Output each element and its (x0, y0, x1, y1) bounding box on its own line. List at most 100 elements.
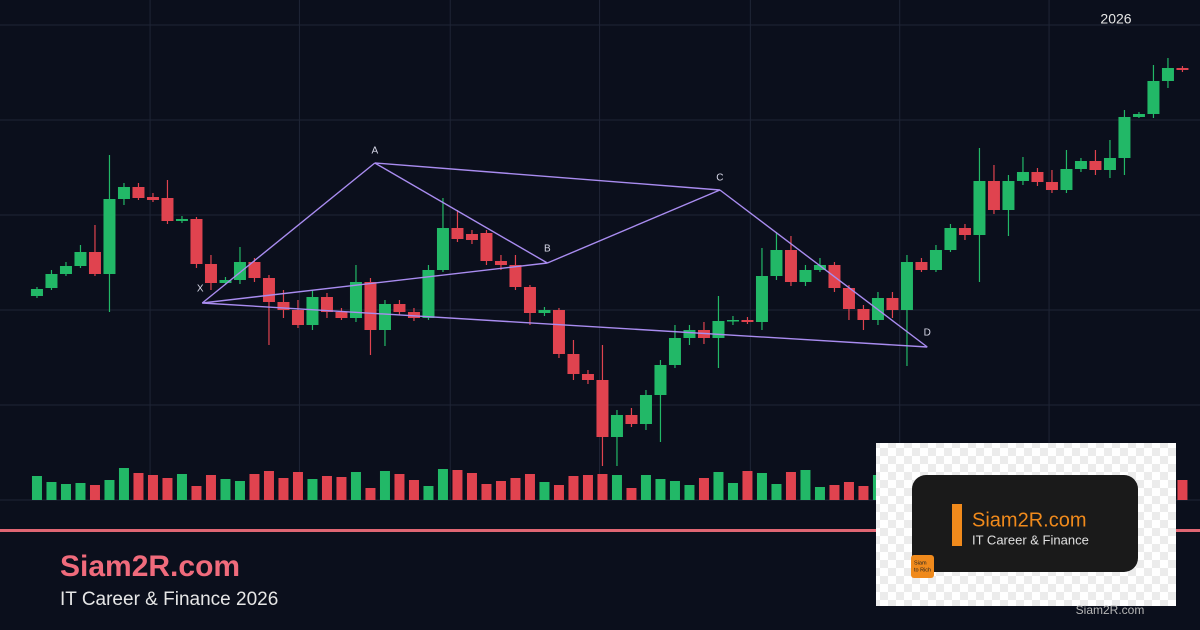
volume-bar (727, 483, 738, 500)
pattern: X A B C D (197, 146, 931, 348)
volume-bar (684, 485, 695, 500)
volume-bar (205, 475, 216, 500)
pattern-line (374, 162, 720, 191)
candle-body (117, 187, 130, 199)
candle-body (349, 282, 362, 318)
candle-body (668, 338, 681, 365)
volume-bar (176, 474, 187, 500)
candle-body (88, 252, 101, 274)
candle-body (567, 354, 580, 374)
candle-body (306, 297, 319, 325)
candle-body (915, 262, 928, 270)
volume-bar (452, 470, 463, 500)
candle-body (741, 320, 754, 322)
candle-body (59, 266, 72, 274)
volume-bar (118, 468, 129, 500)
candle-body (944, 228, 957, 250)
volume-bar (495, 481, 506, 500)
candle-body (335, 312, 348, 318)
candle-body (262, 278, 275, 302)
volume-bar (365, 488, 376, 500)
volume-bar (321, 476, 332, 500)
volume-bar (234, 481, 245, 500)
divider (0, 529, 1200, 532)
candle-body (1103, 158, 1116, 170)
volume-bar (597, 474, 608, 500)
candle-body (625, 415, 638, 424)
volume-bar (147, 475, 158, 500)
candle-body (958, 228, 971, 235)
logo-site: Siam2R.com (972, 509, 1086, 531)
volume-bar (263, 471, 274, 500)
pattern-line (374, 162, 548, 264)
volume-bar (481, 484, 492, 500)
year-label: 2026 (1100, 11, 1131, 27)
candle-body (248, 262, 261, 278)
pattern-line (202, 262, 548, 304)
volume-bar (249, 474, 260, 500)
candle-body (45, 274, 58, 288)
candle-body (1016, 172, 1029, 181)
candle-body (175, 219, 188, 221)
candle-body (1176, 68, 1189, 70)
candle-body (393, 304, 406, 312)
candle-body (1031, 172, 1044, 182)
pattern-label: B (544, 244, 551, 255)
volume-bar (756, 473, 767, 500)
candle-body (596, 380, 609, 437)
candle-body (422, 270, 435, 318)
candle-body (219, 280, 232, 283)
candle-body (987, 181, 1000, 210)
volume-bar (162, 478, 173, 500)
logo-badge-text: to Rich (914, 567, 931, 573)
volume-bar (394, 474, 405, 500)
candle-body (1147, 81, 1160, 114)
volume-bar (379, 471, 390, 500)
candle-body (364, 282, 377, 330)
volume-bar (524, 474, 535, 500)
volume-bar (814, 487, 825, 500)
footer-site: Siam2R.com (60, 550, 240, 583)
candle-body (610, 415, 623, 437)
pattern-line (202, 302, 928, 348)
volume-bar (1177, 480, 1188, 500)
volume-bar (104, 480, 115, 500)
candle-body (1089, 161, 1102, 170)
pattern-label: D (924, 328, 931, 339)
candle-body (1118, 117, 1131, 158)
candle-body (494, 261, 507, 265)
volume-bar (829, 485, 840, 500)
candle-body (683, 330, 696, 338)
volume-bar (292, 472, 303, 500)
volume-bar (31, 476, 42, 500)
volume-bar (466, 473, 477, 500)
candle-body (1161, 68, 1174, 81)
candle-body (146, 197, 159, 200)
volume-bar (46, 482, 57, 500)
candle-body (74, 252, 87, 266)
footer-tagline: IT Career & Finance 2026 (60, 589, 278, 610)
logo-panel (912, 475, 1138, 572)
pattern-label: X (197, 284, 204, 295)
volume-bar (582, 475, 593, 500)
logo-badge (911, 555, 934, 578)
volume-bar (655, 479, 666, 500)
candle-body (1132, 114, 1145, 117)
candle-body (436, 228, 449, 270)
volume-bar (539, 482, 550, 500)
volume-bar (698, 478, 709, 500)
candle-body (886, 298, 899, 310)
candle-body (654, 365, 667, 395)
logo-tagline: IT Career & Finance (972, 532, 1089, 547)
candle-body (132, 187, 145, 198)
candles (30, 58, 1189, 466)
candle-body (770, 250, 783, 276)
candle-body (320, 297, 333, 312)
volume-bar (742, 471, 753, 500)
candle-body (1060, 169, 1073, 190)
volume-bar (423, 486, 434, 500)
candle-body (451, 228, 464, 239)
logo-bar (952, 504, 962, 546)
volume-bar (611, 475, 622, 500)
